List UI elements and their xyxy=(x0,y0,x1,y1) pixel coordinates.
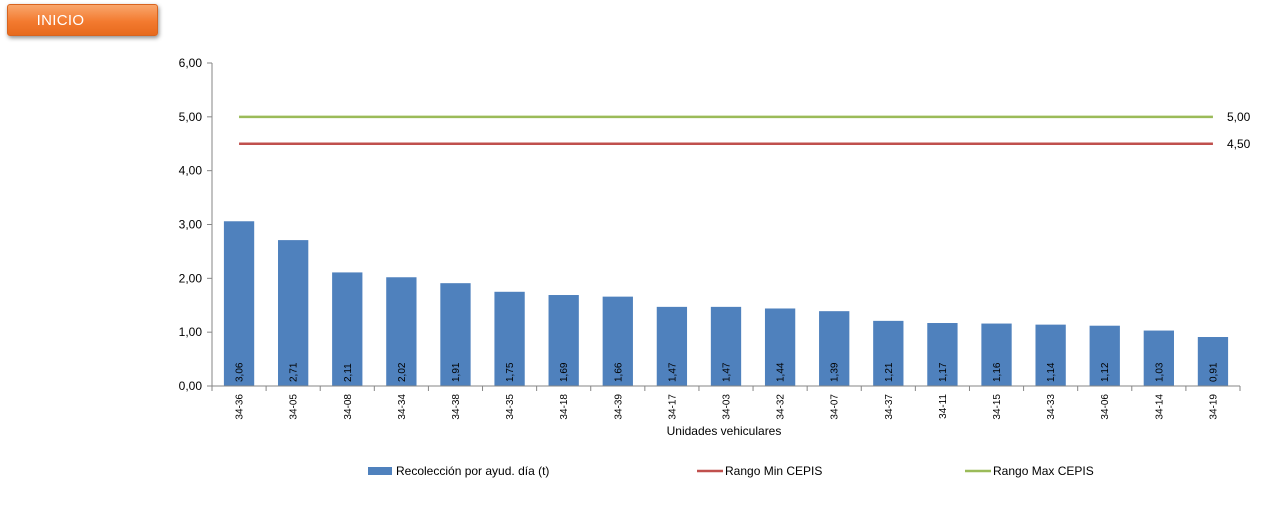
x-tick-label: 34-35 xyxy=(505,394,516,420)
x-tick-label: 34-11 xyxy=(938,394,949,419)
bar-value-label: 2,02 xyxy=(397,362,408,382)
x-tick-label: 34-19 xyxy=(1208,394,1219,420)
bar xyxy=(223,221,255,386)
bar xyxy=(440,283,471,386)
y-tick-label: 0,00 xyxy=(179,379,203,393)
bar xyxy=(602,296,633,386)
x-tick-label: 34-05 xyxy=(289,394,300,420)
bar xyxy=(764,308,796,386)
y-tick-label: 1,00 xyxy=(179,325,203,339)
bar-value-label: 1,39 xyxy=(830,362,841,382)
bar-value-label: 1,17 xyxy=(938,362,949,382)
bar-value-label: 1,91 xyxy=(451,362,462,382)
bar-value-label: 1,03 xyxy=(1154,362,1165,382)
bar xyxy=(819,311,850,386)
x-axis-title: Unidades vehiculares xyxy=(667,424,782,438)
bar-value-label: 2,11 xyxy=(343,363,354,382)
range-line-value-label: 5,00 xyxy=(1227,110,1251,124)
bar-value-label: 1,47 xyxy=(667,362,678,382)
y-tick-label: 3,00 xyxy=(179,218,203,232)
x-tick-label: 34-32 xyxy=(776,394,787,420)
x-tick-label: 34-15 xyxy=(992,394,1003,420)
bar-value-label: 1,75 xyxy=(505,362,516,382)
bar-value-label: 3,06 xyxy=(235,362,246,382)
bar xyxy=(656,306,688,386)
bar xyxy=(548,295,579,386)
x-tick-label: 34-18 xyxy=(559,394,570,420)
x-tick-label: 34-07 xyxy=(830,394,841,420)
x-tick-label: 34-34 xyxy=(397,394,408,420)
x-tick-label: 34-14 xyxy=(1154,394,1165,420)
bar xyxy=(1197,337,1229,386)
bar-value-label: 2,71 xyxy=(289,362,300,382)
bar xyxy=(1035,324,1066,386)
x-tick-label: 34-36 xyxy=(235,394,246,420)
x-tick-label: 34-33 xyxy=(1046,394,1057,420)
bar-value-label: 1,16 xyxy=(992,362,1003,382)
y-tick-label: 2,00 xyxy=(179,271,203,285)
x-tick-label: 34-06 xyxy=(1100,394,1111,420)
bar-value-label: 0,91 xyxy=(1208,362,1219,382)
bar xyxy=(386,277,417,386)
legend-swatch xyxy=(368,467,392,475)
y-tick-label: 5,00 xyxy=(179,110,203,124)
legend-label: Rango Max CEPIS xyxy=(993,464,1094,478)
bar xyxy=(332,272,363,386)
bar xyxy=(873,320,904,386)
bar xyxy=(1143,330,1174,386)
bar-value-label: 1,21 xyxy=(884,362,895,382)
bar xyxy=(981,323,1012,386)
bar xyxy=(278,240,309,386)
bar xyxy=(927,323,958,386)
bar xyxy=(494,291,525,386)
bar-value-label: 1,69 xyxy=(559,362,570,382)
y-tick-label: 4,00 xyxy=(179,164,203,178)
inicio-label: INICIO xyxy=(36,11,85,29)
y-tick-label: 6,00 xyxy=(179,56,203,70)
bar xyxy=(1089,325,1120,386)
range-line-value-label: 4,50 xyxy=(1227,137,1251,151)
bar-value-label: 1,44 xyxy=(776,362,787,382)
x-tick-label: 34-03 xyxy=(722,394,733,420)
x-axis: 34-36 34-05 34-08 34-34 34-38 34-35 34-18 34-39… xyxy=(211,385,1241,420)
x-tick-label: 34-08 xyxy=(343,394,354,420)
bar-value-label: 1,66 xyxy=(613,362,624,382)
x-tick-label: 34-17 xyxy=(667,394,678,420)
x-tick-label: 34-37 xyxy=(884,394,895,420)
x-tick-label: 34-38 xyxy=(451,394,462,420)
legend-label: Rango Min CEPIS xyxy=(725,464,822,478)
bar-value-label: 1,12 xyxy=(1100,362,1111,382)
range-lines: 4,50 5,00 xyxy=(239,110,1251,151)
bar xyxy=(710,306,742,386)
legend-label: Recolección por ayud. día (t) xyxy=(396,464,549,478)
x-tick-label: 34-39 xyxy=(613,394,624,420)
bars: 3,06 2,71 2,11 2,02 1,91 1,75 1,69 1,66 1,47 1,47… xyxy=(223,221,1229,386)
bar-value-label: 1,47 xyxy=(722,362,733,382)
inicio-button[interactable]: INICIO xyxy=(7,4,158,36)
bar-value-label: 1,14 xyxy=(1046,362,1057,382)
legend: Recolección por ayud. día (t) Rango Min C… xyxy=(368,464,1094,478)
y-axis: 0,00 1,00 2,00 3,00 4,00 5,00 6,00 xyxy=(179,56,213,393)
